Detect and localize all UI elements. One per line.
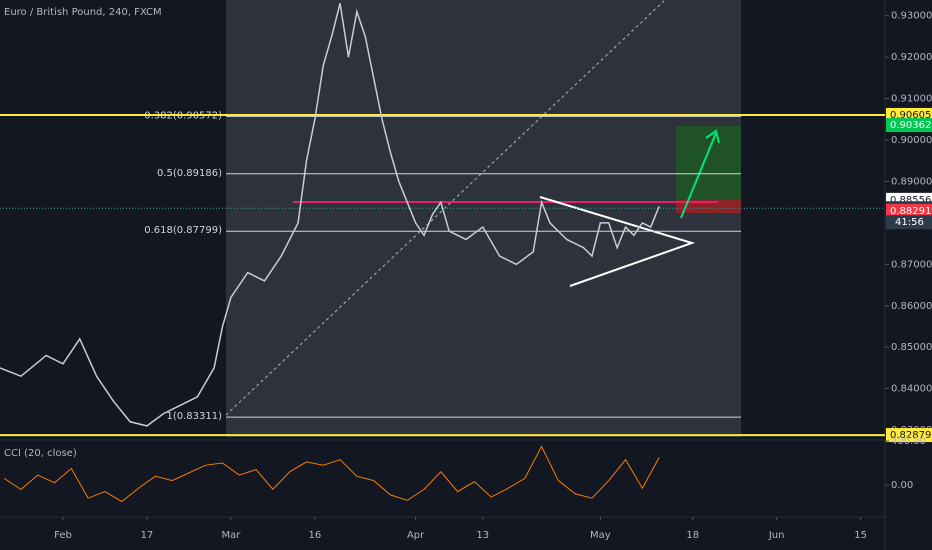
time-tick-label: 16 bbox=[309, 530, 322, 541]
price-label: 0.90362 bbox=[890, 120, 931, 131]
time-tick-label: 18 bbox=[686, 530, 699, 541]
price-tick-label: 0.87000 bbox=[891, 259, 932, 270]
fib-label: 1(0.83311) bbox=[166, 411, 222, 422]
price-tick-label: 0.90000 bbox=[891, 135, 932, 146]
target-arrow bbox=[680, 132, 717, 219]
triangle-pattern bbox=[539, 196, 696, 287]
time-tick-label: 17 bbox=[141, 530, 154, 541]
price-label: 0.90605 bbox=[890, 110, 931, 121]
time-tick-label: 13 bbox=[476, 530, 489, 541]
cci-title: CCI (20, close) bbox=[4, 448, 77, 459]
price-tick-label: 0.93000 bbox=[891, 11, 932, 22]
time-tick-label: Jun bbox=[768, 530, 785, 541]
fib-trend-line bbox=[225, 0, 666, 416]
price-tick-label: 0.92000 bbox=[891, 52, 932, 63]
cci-tick-label: 0.00 bbox=[891, 480, 913, 491]
countdown: 41:56 bbox=[895, 217, 924, 228]
chart-title: Euro / British Pound, 240, FXCM bbox=[4, 7, 162, 18]
price-label-box bbox=[886, 118, 932, 133]
time-tick-label: Apr bbox=[407, 530, 425, 541]
fib-label: 0.5(0.89186) bbox=[157, 168, 222, 179]
stop-zone bbox=[676, 200, 741, 213]
price-tick-label: 0.91000 bbox=[891, 94, 932, 105]
target-zone bbox=[676, 126, 741, 200]
time-tick-label: Feb bbox=[54, 530, 72, 541]
price-tick-label: 0.86000 bbox=[891, 301, 932, 312]
price-line bbox=[0, 3, 660, 427]
countdown-box bbox=[886, 215, 932, 230]
price-tick-label: 0.85000 bbox=[891, 342, 932, 353]
time-tick-label: Mar bbox=[221, 530, 241, 541]
price-tick-label: 0.84000 bbox=[891, 384, 932, 395]
fib-label: 0.618(0.87799) bbox=[144, 225, 222, 236]
price-label: 0.88556 bbox=[890, 195, 931, 206]
cci-tick-label: 400.00 bbox=[891, 436, 926, 447]
price-label: 0.88291 bbox=[890, 206, 931, 217]
cci-line bbox=[3, 445, 660, 503]
arrow-head bbox=[705, 129, 720, 144]
price-label-box bbox=[886, 203, 932, 218]
date-range-shade bbox=[226, 0, 741, 437]
time-tick-label: May bbox=[590, 530, 611, 541]
time-tick-label: 15 bbox=[854, 530, 867, 541]
price-label-box bbox=[886, 428, 932, 443]
price-label: 0.82879 bbox=[890, 430, 931, 441]
price-tick-label: 0.89000 bbox=[891, 176, 932, 187]
